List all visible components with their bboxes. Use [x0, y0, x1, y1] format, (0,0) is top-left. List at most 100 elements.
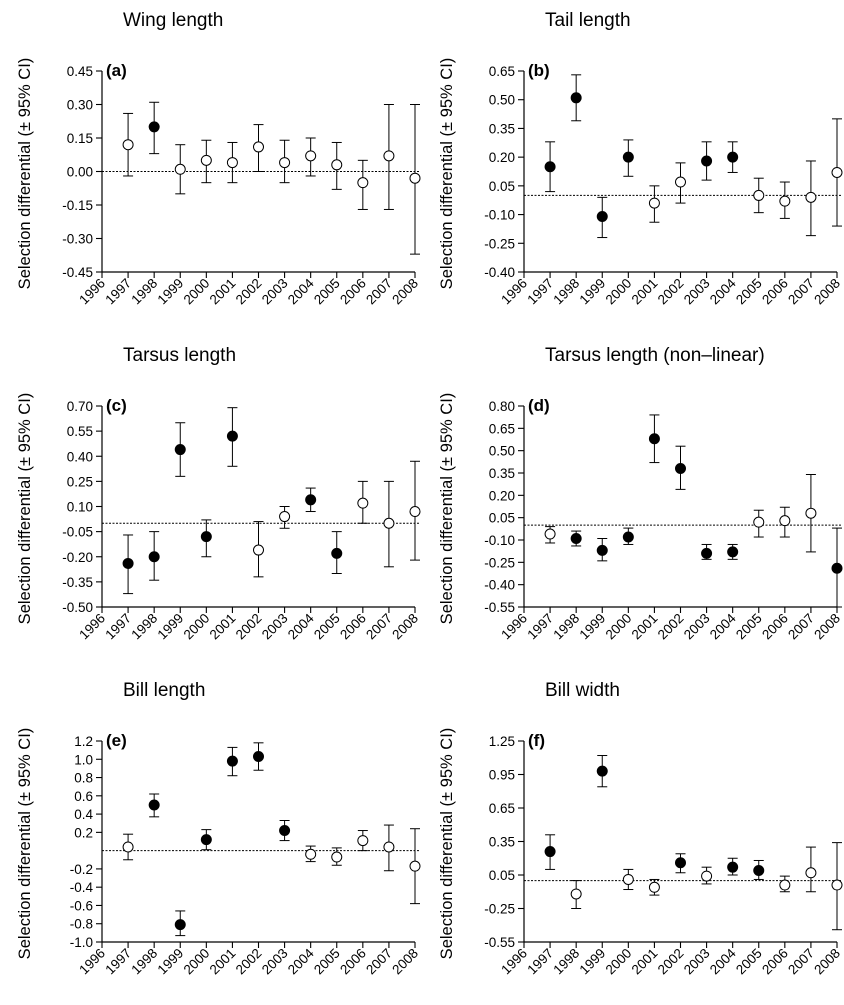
chart-1-y-tick-label: -0.15	[62, 198, 93, 213]
chart-6-point	[596, 765, 608, 777]
chart-5-x-tick-label: 1997	[102, 946, 134, 978]
chart-svg-e: Bill length (e) Selection differential (± …	[16, 680, 421, 978]
chart-1-x-tick-label: 2006	[337, 276, 369, 308]
chart-2-y-tick-label: -0.25	[484, 236, 515, 251]
chart-1-title: Wing length	[123, 10, 223, 31]
chart-6-y-tick-label: 0.05	[489, 868, 515, 883]
chart-2-x-tick-label: 1999	[577, 276, 609, 308]
chart-4-point	[622, 531, 634, 543]
chart-4-x-tick-label: 2008	[811, 611, 843, 643]
chart-2-y-tick-label: -0.10	[484, 208, 515, 223]
chart-5-x-tick-label: 2008	[389, 946, 421, 978]
chart-4-x-tick-label: 2005	[733, 611, 765, 643]
chart-6-x-tick-label: 1997	[524, 946, 556, 978]
chart-6-point	[779, 879, 791, 891]
chart-3-point	[305, 494, 317, 506]
chart-5-x-tick-label: 2004	[285, 945, 317, 977]
chart-2-point	[727, 151, 739, 163]
chart-3-x-tick-label: 2005	[311, 611, 343, 643]
chart-6-y-axis-label: Selection differential (± 95% CI)	[438, 728, 456, 960]
chart-3-point	[383, 517, 395, 529]
chart-1-y-tick-label: 0.30	[67, 98, 93, 113]
chart-4-x-tick-label: 1999	[577, 611, 609, 643]
chart-6-x-tick-label: 2003	[681, 946, 713, 978]
chart-6-point	[727, 861, 739, 873]
chart-4-x-tick-label: 1998	[550, 611, 582, 643]
chart-1-point	[122, 139, 134, 151]
chart-4-point	[779, 515, 791, 527]
chart-3-x-tick-label: 2006	[337, 611, 369, 643]
chart-3-title: Tarsus length	[123, 345, 236, 366]
chart-3-y-tick-label: -0.35	[62, 575, 93, 590]
chart-2-point	[622, 151, 634, 163]
chart-4-x-tick-label: 1997	[524, 611, 556, 643]
chart-3-y-tick-label: -0.05	[62, 525, 93, 540]
chart-5-x-tick-label: 1998	[128, 946, 160, 978]
chart-2-panel-label: (b)	[528, 61, 550, 80]
chart-1-point	[331, 159, 343, 171]
chart-5-y-tick-label: -0.6	[70, 898, 93, 913]
chart-1-x-tick-label: 2007	[363, 276, 395, 308]
chart-2-y-tick-label: 0.50	[489, 93, 515, 108]
chart-1-x-tick-label: 1996	[76, 276, 108, 308]
chart-1-y-tick-label: 0.00	[67, 165, 93, 180]
chart-4-title: Tarsus length (non–linear)	[545, 345, 765, 366]
chart-5-y-tick-label: -0.2	[70, 862, 93, 877]
chart-5-y-tick-label: -0.4	[70, 880, 94, 895]
chart-6-y-tick-label: 0.35	[489, 835, 515, 850]
chart-1-point	[409, 172, 421, 184]
chart-2-point	[779, 195, 791, 207]
chart-6-x-tick-label: 2008	[811, 946, 843, 978]
chart-2-x-tick-label: 1998	[550, 276, 582, 308]
chart-3-x-tick-label: 2000	[181, 611, 213, 643]
chart-6-panel-label: (f)	[528, 731, 545, 750]
chart-3-x-tick-label: 1999	[155, 611, 187, 643]
chart-3-y-tick-label: 0.40	[67, 449, 93, 464]
chart-6-point	[753, 865, 765, 877]
chart-1-x-tick-label: 2002	[233, 276, 265, 308]
chart-svg-c: Tarsus length (c) Selection differential (…	[16, 345, 421, 643]
chart-4-y-tick-label: -0.25	[484, 555, 515, 570]
chart-2-x-tick-label: 1996	[498, 276, 530, 308]
chart-1-point	[200, 154, 212, 166]
chart-4-point	[753, 516, 765, 528]
chart-4-y-tick-label: 0.05	[489, 511, 515, 526]
chart-3-point	[226, 430, 238, 442]
chart-5-y-tick-label: -1.0	[70, 935, 93, 950]
chart-3-point	[409, 506, 421, 518]
chart-5-y-axis-label: Selection differential (± 95% CI)	[16, 728, 34, 960]
chart-2-x-tick-label: 2000	[603, 276, 635, 308]
chart-1-point	[253, 141, 264, 153]
chart-3-point	[174, 444, 186, 456]
chart-svg-b: Tail length (b) Selection differential (± …	[438, 10, 843, 308]
chart-2-y-tick-label: 0.65	[489, 64, 515, 79]
chart-4-x-tick-label: 2004	[707, 610, 739, 642]
chart-1-x-tick-label: 2000	[181, 276, 213, 308]
chart-1-x-tick-label: 1998	[128, 276, 160, 308]
chart-5-x-tick-label: 2006	[337, 946, 369, 978]
chart-2-point	[805, 191, 817, 203]
chart-6-point	[544, 846, 556, 858]
chart-3-point	[253, 544, 264, 556]
chart-2-y-tick-label: -0.40	[484, 265, 515, 280]
chart-5-x-tick-label: 2005	[311, 946, 343, 978]
chart-5-y-tick-label: 0.2	[74, 825, 93, 840]
chart-2-x-tick-label: 2003	[681, 276, 713, 308]
chart-6-y-tick-label: 0.65	[489, 801, 515, 816]
chart-2-point	[544, 161, 556, 173]
chart-6-x-tick-label: 1996	[498, 946, 530, 978]
chart-2-x-tick-label: 2006	[759, 276, 791, 308]
chart-5-x-tick-label: 2001	[207, 946, 239, 978]
chart-3-point	[200, 531, 212, 543]
chart-2-x-tick-label: 2008	[811, 276, 843, 308]
chart-2-point	[675, 176, 686, 188]
chart-2-point	[753, 189, 765, 201]
chart-1-y-tick-label: 0.15	[67, 131, 93, 146]
chart-1-x-tick-label: 1999	[155, 276, 187, 308]
chart-2-point	[596, 210, 608, 222]
chart-6-point	[570, 888, 582, 900]
chart-1-panel-label: (a)	[106, 61, 127, 80]
chart-2-x-tick-label: 1997	[524, 276, 556, 308]
chart-5-point	[357, 835, 369, 847]
chart-6-point	[805, 867, 817, 879]
